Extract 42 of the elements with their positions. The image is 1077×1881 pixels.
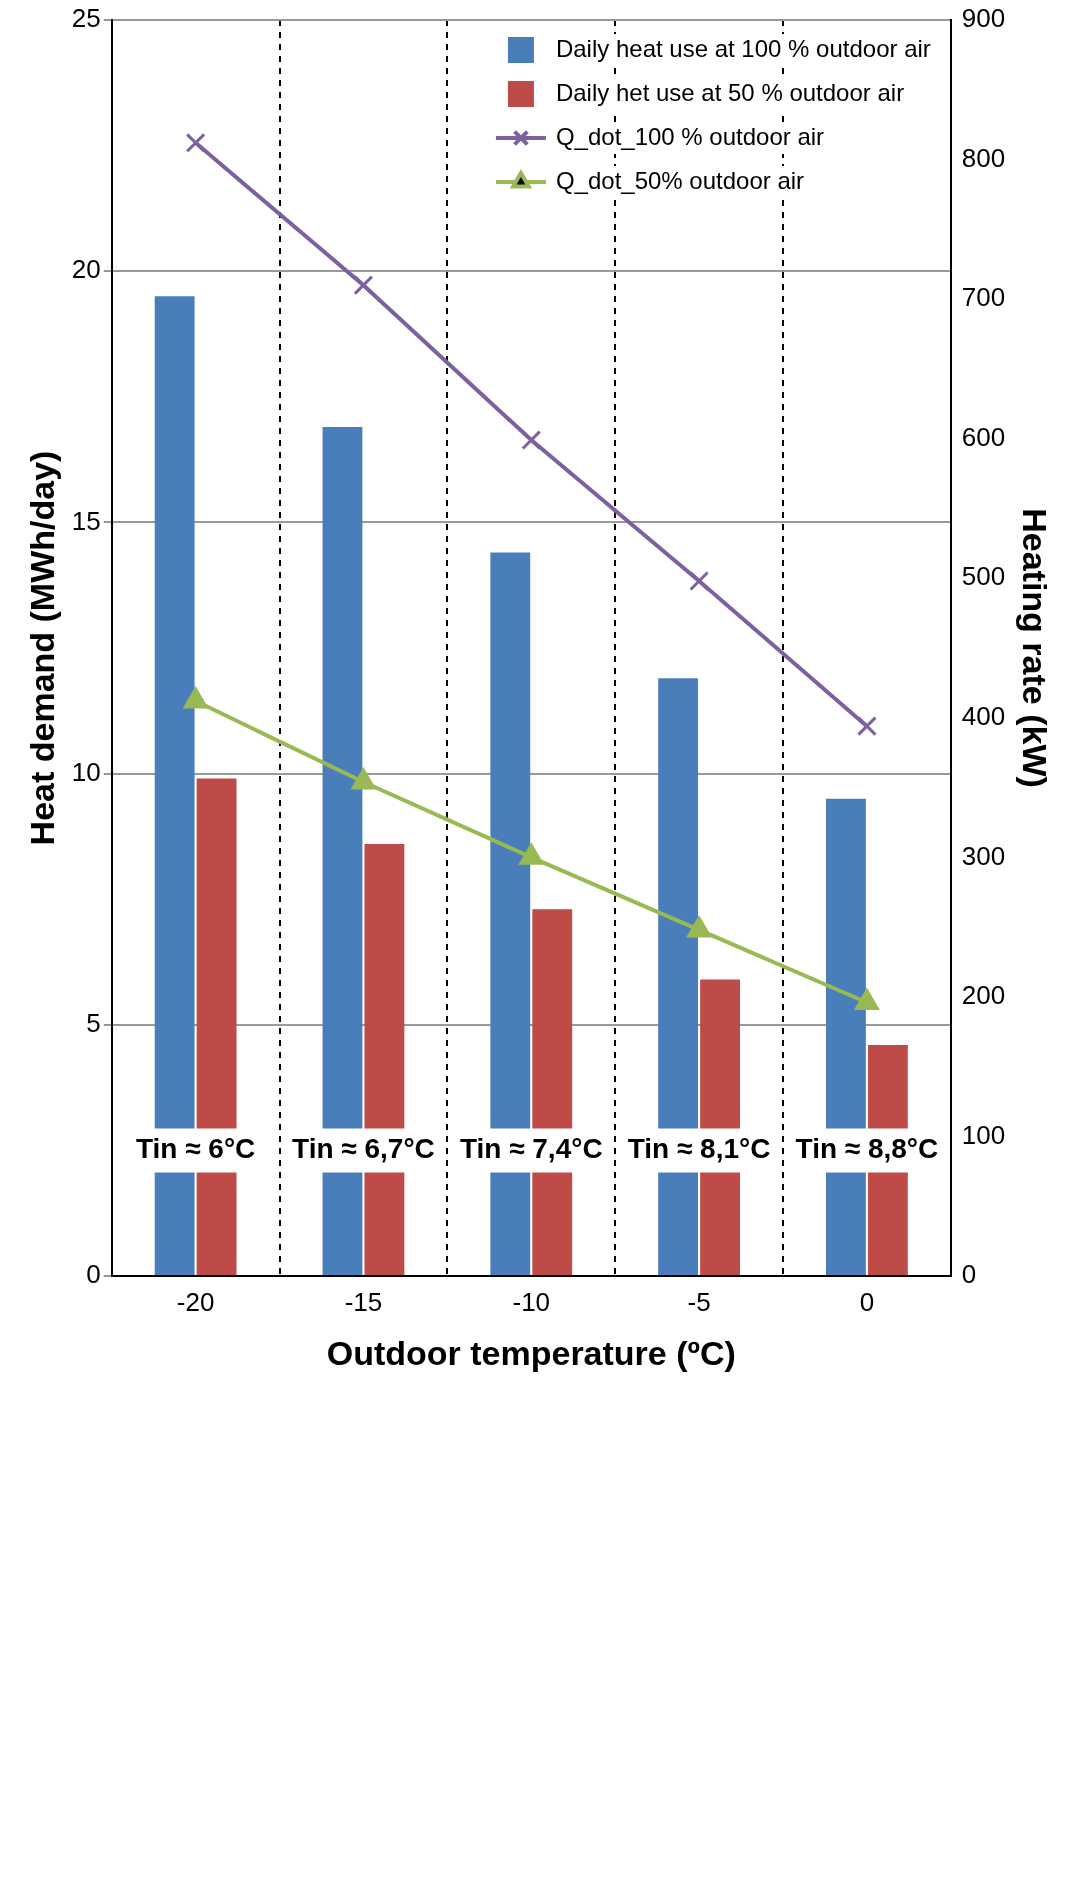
point	[521, 430, 542, 451]
point	[519, 843, 544, 865]
y2-tick-label: 200	[961, 980, 1006, 1011]
y-tick-label: 0	[86, 1259, 101, 1290]
point	[687, 916, 711, 938]
y-tick-label: 5	[86, 1007, 101, 1038]
y-axis-title: Heat demand (MWh/day)	[22, 450, 61, 846]
annotation: Tin ≈ 7,4°C	[459, 1133, 603, 1165]
point	[185, 132, 206, 153]
legend-label: Q_dot_100 % outdoor air	[555, 122, 825, 150]
x-tick-label: 0	[859, 1286, 875, 1317]
y2-tick-label: 400	[961, 700, 1006, 731]
y-tick-label: 10	[71, 756, 101, 787]
y2-tick-label: 900	[961, 3, 1006, 34]
legend-label: Daily het use at 50 % outdoor air	[555, 78, 905, 106]
point	[689, 571, 710, 591]
annotation: Tin ≈ 8,1°C	[627, 1133, 771, 1165]
point	[855, 988, 879, 1010]
x-axis-title: Outdoor temperature (ºC)	[326, 1333, 736, 1372]
y-tick-label: 15	[71, 505, 101, 536]
y2-tick-label: 100	[961, 1119, 1006, 1150]
y2-axis-title: Heating rate (kW)	[1016, 508, 1055, 788]
legend-label: Q_dot_50% outdoor air	[555, 166, 805, 194]
y2-tick-label: 300	[961, 840, 1006, 871]
point	[183, 687, 208, 709]
y2-tick-label: 700	[961, 282, 1006, 313]
point	[351, 768, 376, 790]
y2-tick-label: 500	[961, 561, 1006, 592]
annotation: Tin ≈ 8,8°C	[795, 1133, 939, 1165]
x-tick-label: -5	[687, 1286, 711, 1317]
annotation: Tin ≈ 6,7°C	[292, 1133, 435, 1165]
y2-tick-label: 800	[961, 142, 1006, 173]
annotation: Tin ≈ 6°C	[135, 1133, 256, 1165]
x-tick-label: -15	[344, 1286, 383, 1317]
y2-tick-label: 600	[961, 421, 1006, 452]
y-tick-label: 20	[71, 254, 101, 285]
legend-label: Daily heat use at 100 % outdoor air	[555, 34, 931, 62]
x-tick-label: -10	[512, 1286, 551, 1317]
y2-tick-label: 0	[961, 1259, 977, 1290]
point	[353, 275, 374, 296]
x-tick-label: -20	[176, 1286, 215, 1317]
y-tick-label: 25	[71, 3, 101, 34]
